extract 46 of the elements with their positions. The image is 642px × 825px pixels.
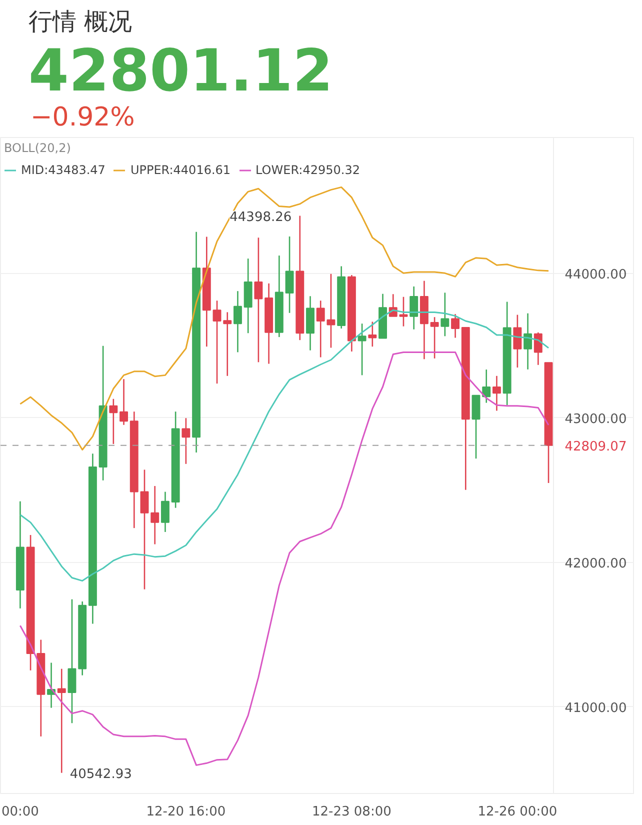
legend-label: UPPER:44016.61 bbox=[130, 163, 231, 177]
candlestick bbox=[285, 236, 294, 314]
candlestick bbox=[534, 332, 542, 366]
candlestick bbox=[368, 321, 377, 348]
legend-title: BOLL(20,2) bbox=[4, 141, 72, 155]
chart-title: 42801.12 bbox=[28, 36, 334, 104]
y-tick-label: 43000.00 bbox=[564, 412, 627, 427]
candlestick bbox=[399, 296, 408, 328]
candlestick bbox=[120, 378, 128, 426]
y-tick-label: 41000.00 bbox=[564, 700, 627, 716]
chart-subtitle: −0.92% bbox=[30, 102, 135, 132]
y-tick-label: 42000.00 bbox=[564, 556, 627, 572]
annotation: 44398.26 bbox=[230, 210, 292, 225]
text: 行情 概况 bbox=[28, 8, 132, 36]
candlestick bbox=[160, 491, 170, 533]
candlestick bbox=[212, 300, 222, 384]
candlestick bbox=[451, 313, 460, 338]
candlestick bbox=[182, 417, 190, 465]
candlestick bbox=[430, 316, 439, 360]
y-tick-label: 44000.00 bbox=[564, 267, 627, 282]
line-series bbox=[19, 186, 550, 450]
candlestick bbox=[513, 314, 522, 368]
candlestick bbox=[482, 368, 491, 404]
ref-line-label: 42809.07 bbox=[564, 439, 627, 454]
legend-label: MID:43483.47 bbox=[21, 163, 106, 177]
candlestick bbox=[524, 312, 532, 370]
candlestick bbox=[472, 394, 480, 460]
candlestick bbox=[410, 286, 418, 330]
candlestick bbox=[223, 312, 232, 377]
candlestick bbox=[492, 375, 501, 412]
candlestick bbox=[234, 290, 242, 353]
annotation: 40542.93 bbox=[70, 766, 132, 782]
candlestick bbox=[440, 292, 450, 337]
candlestick bbox=[57, 668, 66, 774]
candlestick bbox=[358, 322, 366, 376]
candlestick bbox=[68, 598, 76, 724]
line-series bbox=[19, 351, 550, 766]
candlestick bbox=[254, 236, 263, 363]
candlestick bbox=[109, 398, 118, 445]
x-tick-label: 12-26 00:00 bbox=[478, 804, 558, 820]
legend-label: LOWER:42950.32 bbox=[256, 163, 360, 177]
x-tick-label: 00:00 bbox=[1, 804, 39, 820]
x-tick-label: 12-20 16:00 bbox=[146, 804, 226, 820]
x-tick-label: 12-23 08:00 bbox=[312, 804, 392, 820]
candlestick bbox=[140, 469, 149, 590]
candlestick bbox=[150, 485, 160, 545]
